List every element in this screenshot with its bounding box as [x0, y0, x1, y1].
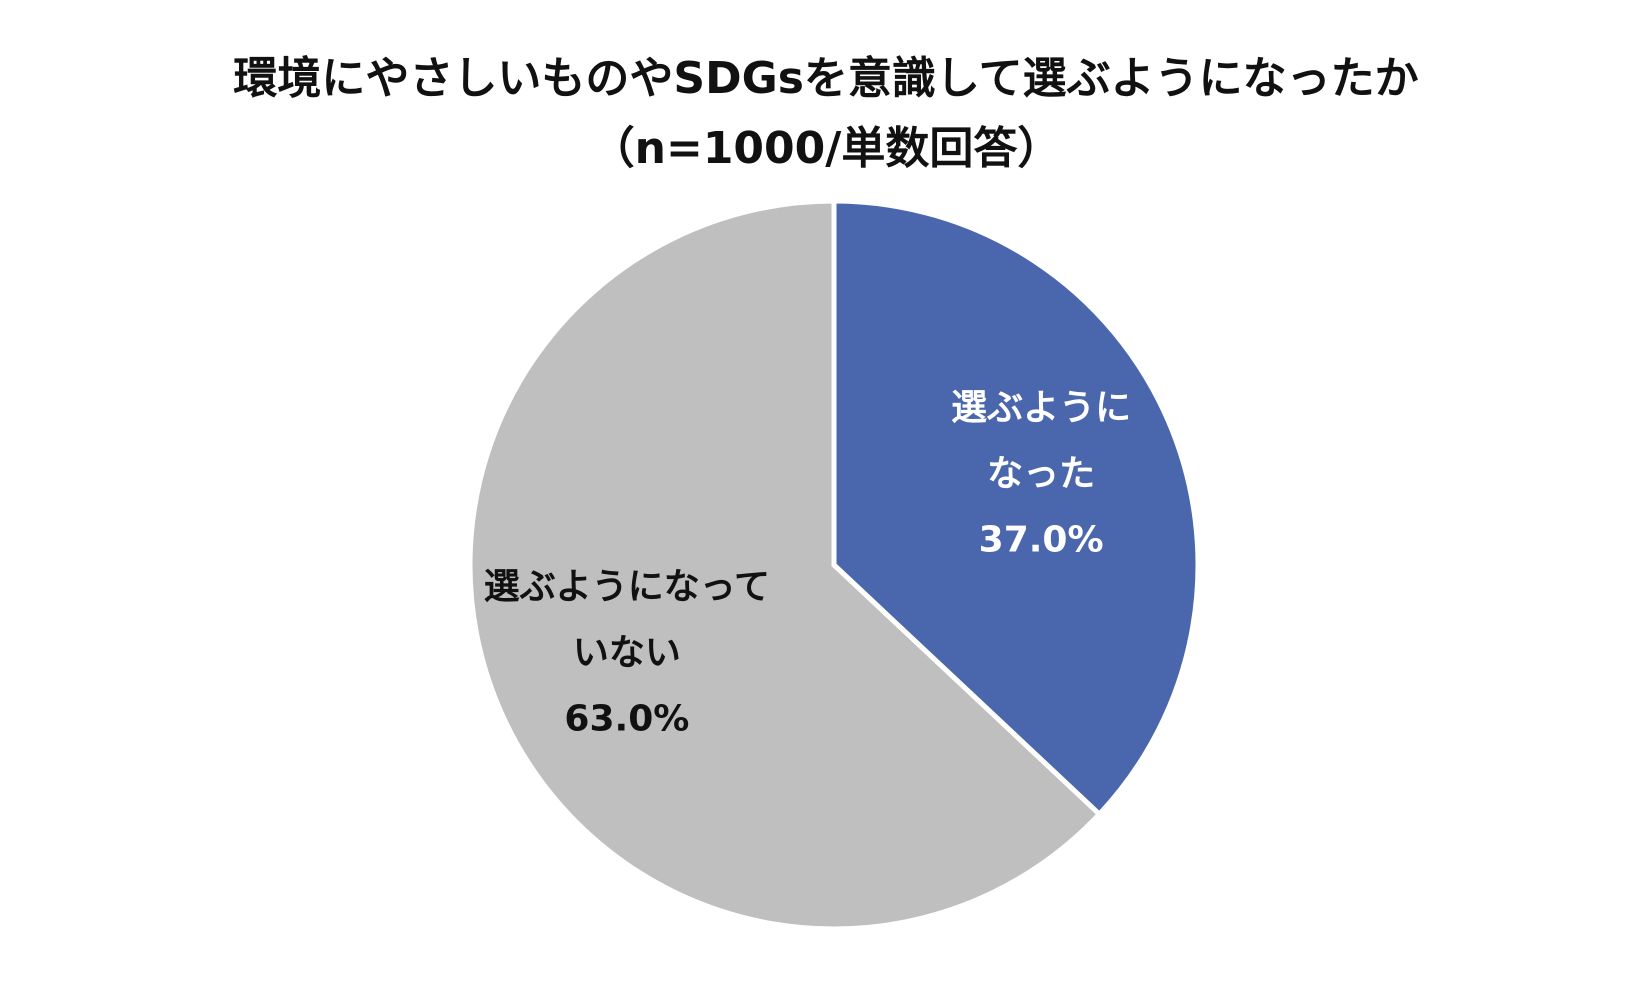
pie-slice-2-label-line-2: いない [573, 633, 681, 674]
chart-subtitle: （n=1000/単数回答） [590, 123, 1062, 174]
chart-title: 環境にやさしいものやSDGsを意識して選ぶようになったか [233, 53, 1419, 104]
pie-slice-1-value-label: 37.0% [979, 519, 1104, 560]
pie-slice-2 [467, 198, 1103, 932]
pie-slice-2-value-label: 63.0% [564, 699, 689, 740]
pie-slice-1-label-line-2: なった [987, 453, 1095, 494]
chart-title-block: 環境にやさしいものやSDGsを意識して選ぶようになったか （n=1000/単数回… [0, 44, 1652, 184]
pie-slices [467, 198, 1201, 932]
pie-slice-2-label-line-1: 選ぶようになって [484, 567, 770, 608]
pie-slice-1-label-line-1: 選ぶように [951, 387, 1131, 428]
pie-slice-1 [831, 198, 1201, 818]
